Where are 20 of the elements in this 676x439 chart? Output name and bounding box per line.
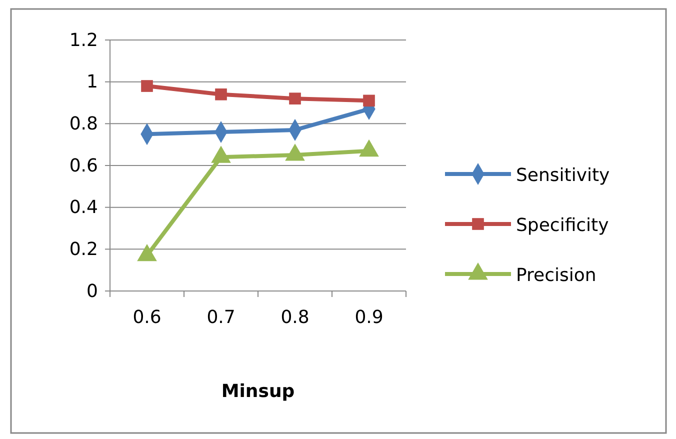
y-tick-label: 0.4 [69,197,98,218]
x-axis-title: Minsup [221,381,295,402]
x-tick-label: 0.8 [280,306,310,328]
y-tick-label: 0.6 [69,155,98,176]
x-tick-label: 0.6 [132,306,162,328]
y-tick-label: 0 [86,280,98,302]
point [363,94,375,107]
y-tick-label: 1 [86,72,98,93]
legend-label: Precision [516,265,596,286]
legend-label: Sensitivity [516,165,610,186]
legend-label: Specificity [516,215,610,236]
y-tick-label: 0.2 [69,238,98,260]
point [289,92,301,104]
point [215,88,227,100]
x-tick-label: 0.9 [354,306,384,328]
x-tick-label: 0.7 [206,306,236,328]
point [141,80,153,92]
y-tick-label: 1.2 [69,30,98,51]
y-tick-label: 0.8 [69,113,98,134]
point [137,244,157,262]
